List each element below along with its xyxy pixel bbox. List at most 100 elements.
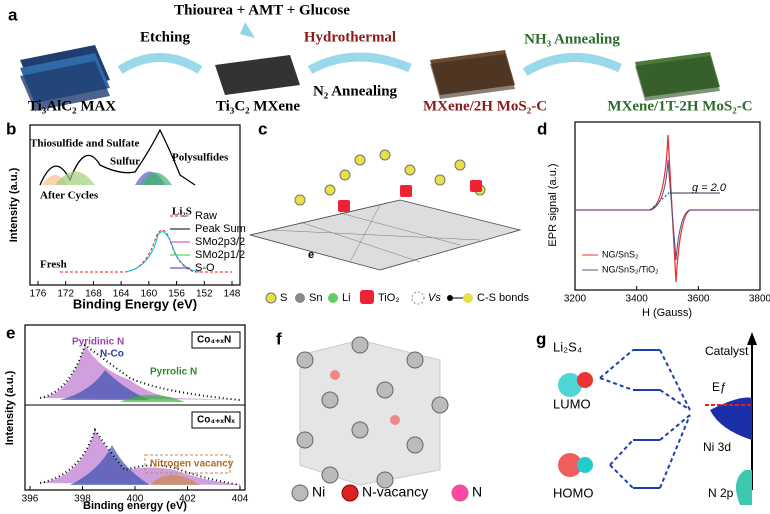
x-tick-label: 396 (22, 494, 39, 505)
label: Ti₃C₂ MXene (216, 98, 300, 114)
x-tick-label: 400 (127, 494, 144, 505)
label: Ni 3d (703, 440, 731, 454)
legend-b: Raw Peak Sum SMo2p3/2 SMo2p1/2 S-O (170, 210, 246, 274)
shape (240, 22, 255, 38)
shape (400, 185, 412, 197)
label: Etching (140, 29, 191, 45)
shape (430, 54, 515, 99)
shape (269, 204, 481, 263)
shape (341, 484, 359, 502)
label: N-Co (100, 349, 124, 360)
label: Pyrrolic N (150, 367, 197, 378)
label: Thiosulfide and Sulfate (30, 138, 140, 150)
shape (470, 180, 482, 192)
label: d (537, 119, 547, 138)
label: LUMO (553, 396, 591, 411)
x-tick-label: 172 (57, 289, 74, 300)
label: N (472, 484, 482, 500)
shape (463, 293, 473, 303)
legend-c: S Sn Li TiO₂ Vs C-S bonds (265, 290, 529, 305)
x-tick-label: 3400 (626, 294, 649, 305)
shape (447, 295, 453, 301)
shape (124, 231, 201, 273)
label: f (276, 329, 282, 348)
label: Co₄₊ₓNₓ (197, 415, 235, 426)
panel-e: e Pyridinic N N-Co Pyrrolic N Nitrogen v… (4, 323, 246, 512)
shape (324, 184, 336, 196)
label: C-S bonds (477, 292, 529, 304)
panel-a: a Thiourea + AMT + Glucose Etching Hydro… (8, 2, 753, 114)
shape (379, 149, 391, 161)
shape (404, 164, 416, 176)
shape (20, 61, 110, 111)
shape (635, 56, 720, 101)
x-tick-label: 164 (113, 289, 130, 300)
shape (376, 471, 394, 489)
x-tick-label: 152 (196, 289, 213, 300)
label: Polysulfides (172, 152, 229, 164)
shape (376, 381, 394, 399)
shape (295, 293, 305, 303)
shape (40, 430, 240, 485)
label: SMo2p3/2 (195, 236, 245, 248)
panel-b: b Thiosulfide and Sulfate Sulfur Polysul… (6, 119, 246, 311)
shape (710, 397, 752, 440)
shape (575, 134, 760, 283)
shape (328, 293, 338, 303)
shape (117, 53, 203, 74)
label: NG/SnS₂/TiO₂ (602, 264, 659, 274)
label: Binding energy (eV) (83, 500, 187, 512)
shape (330, 370, 340, 380)
label: Fresh (40, 259, 67, 271)
shape (70, 445, 150, 485)
x-tick-label: 3600 (687, 294, 710, 305)
x-tick-label: 404 (232, 494, 249, 505)
shape (296, 431, 314, 449)
label: N-vacancy (362, 484, 428, 500)
label: Raw (195, 210, 217, 222)
shape (291, 484, 309, 502)
shape (599, 349, 691, 489)
label: Ni (312, 484, 325, 500)
label: TiO₂ (378, 292, 400, 304)
x-tick-label: 160 (141, 289, 158, 300)
shape (191, 331, 241, 349)
shape (39, 343, 241, 401)
shape (454, 159, 466, 171)
shape (321, 466, 339, 484)
shape (360, 290, 374, 304)
label: S (280, 292, 287, 304)
x-tick-label: 168 (85, 289, 102, 300)
x-tick-label: 148 (224, 289, 241, 300)
label: Intensity (a.u.) (4, 370, 16, 445)
label: g = 2.0 (692, 182, 727, 194)
shape (351, 336, 369, 354)
label: a (8, 5, 18, 24)
label: Hydrothermal (304, 29, 396, 45)
label: Pyridinic N (72, 337, 124, 348)
shape (120, 395, 185, 402)
label: EPR signal (a.u.) (547, 163, 559, 246)
label: g (536, 329, 546, 348)
shape (294, 194, 306, 206)
label: NH₃ Annealing (524, 31, 620, 47)
label: SMo2p1/2 (195, 249, 245, 261)
label: e (308, 249, 314, 261)
label: Vs (428, 292, 441, 304)
label: Sn (309, 292, 322, 304)
label: Thiourea + AMT + Glucose (174, 2, 350, 18)
label: Nitrogen vacancy (150, 459, 234, 470)
x-tick-label: 3800 (749, 294, 770, 305)
x-tick-label: 402 (179, 494, 196, 505)
label: Peak Sum (195, 223, 246, 235)
shape (354, 154, 366, 166)
shape (294, 149, 486, 206)
shape (55, 171, 95, 185)
shape (144, 454, 231, 474)
shape (649, 191, 671, 211)
label: After Cycles (40, 190, 99, 202)
shape (296, 351, 314, 369)
shape (265, 292, 277, 304)
shape (434, 174, 446, 186)
